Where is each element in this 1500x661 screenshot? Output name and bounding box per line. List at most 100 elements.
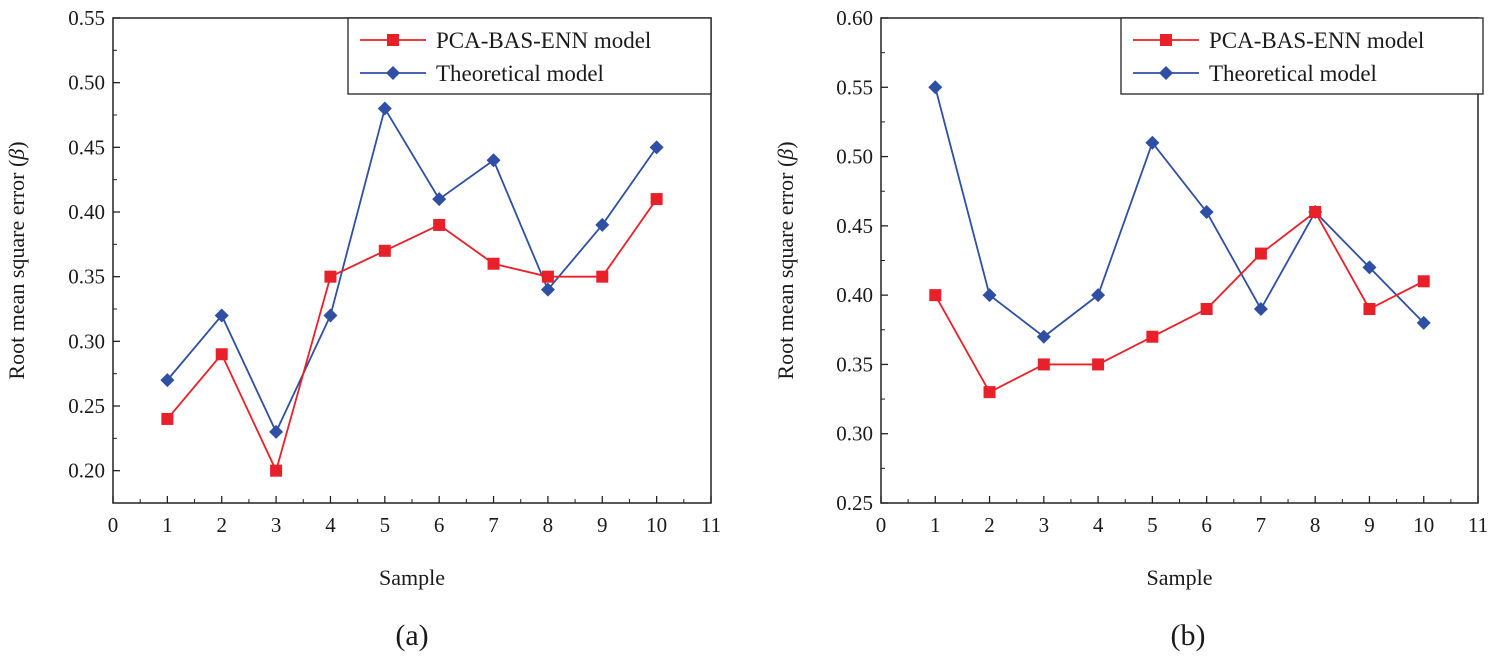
- y-axis-title-prefix: Root mean square error (: [4, 160, 29, 380]
- x-tick-label: 11: [1468, 513, 1488, 537]
- pca-bas-enn-point: [596, 270, 609, 283]
- pca-bas-enn-point: [1417, 275, 1430, 288]
- legend-box: [1120, 17, 1484, 95]
- pca-bas-enn-point: [1363, 303, 1376, 315]
- y-tick-label: 0.40: [68, 200, 105, 224]
- y-tick-label: 0.25: [836, 491, 873, 515]
- theoretical-point: [928, 80, 943, 95]
- y-tick-label: 0.30: [68, 329, 105, 353]
- x-tick-label: 8: [1310, 513, 1321, 537]
- theoretical-point: [486, 153, 501, 168]
- y-tick-label: 0.35: [836, 352, 873, 376]
- theoretical-point: [1253, 302, 1268, 316]
- pca-bas-enn-point: [433, 218, 446, 231]
- y-tick-label: 0.40: [836, 283, 873, 307]
- legend-square-marker: [387, 34, 399, 46]
- pca-bas-enn-point: [650, 193, 663, 206]
- panel-caption: (b): [1171, 619, 1206, 652]
- x-tick-label: 7: [488, 513, 499, 537]
- pca-bas-enn-point: [1092, 358, 1105, 371]
- legend-label: PCA-BAS-ENN model: [436, 28, 651, 53]
- legend-square-marker: [1160, 34, 1172, 46]
- pca-bas-enn-point: [929, 289, 942, 302]
- pca-bas-enn-point: [270, 464, 283, 477]
- y-tick-label: 0.55: [68, 6, 105, 30]
- x-tick-label: 0: [108, 513, 119, 537]
- x-tick-label: 5: [1147, 513, 1158, 537]
- pca-bas-enn-point: [487, 257, 500, 270]
- legend-label: Theoretical model: [436, 61, 604, 86]
- pca-bas-enn-point: [1309, 206, 1322, 218]
- x-tick-label: 1: [930, 513, 941, 537]
- x-axis-title: Sample: [1147, 565, 1213, 590]
- x-tick-label: 2: [984, 513, 995, 537]
- y-axis-title-symbol: β: [773, 149, 798, 161]
- x-tick-label: 5: [380, 513, 391, 537]
- x-tick-label: 8: [543, 513, 554, 537]
- x-tick-label: 6: [1201, 513, 1212, 537]
- x-tick-label: 7: [1256, 513, 1267, 537]
- x-tick-label: 0: [876, 513, 887, 537]
- y-tick-label: 0.50: [68, 71, 105, 95]
- x-tick-label: 4: [1093, 513, 1104, 537]
- theoretical-point: [1416, 315, 1431, 330]
- series-theoretical-line: [166, 106, 658, 434]
- x-tick-label: 9: [597, 513, 608, 537]
- theoretical-point: [1362, 260, 1377, 275]
- y-tick-label: 0.35: [68, 265, 105, 289]
- panel-caption: (a): [395, 619, 428, 652]
- y-axis-title-prefix: Root mean square error (: [773, 160, 798, 380]
- y-axis-title: Root mean square error (β): [773, 141, 798, 379]
- theoretical-point: [269, 424, 284, 439]
- pca-bas-enn-point: [378, 244, 391, 257]
- y-tick-label: 0.60: [836, 6, 873, 30]
- pca-bas-enn-point: [215, 348, 228, 361]
- x-tick-label: 2: [216, 513, 227, 537]
- legend-diamond-marker: [1159, 66, 1173, 80]
- y-tick-label: 0.30: [836, 422, 873, 446]
- legend-box: [347, 17, 712, 95]
- y-axis-title-suffix: ): [4, 141, 29, 148]
- x-tick-label: 3: [271, 513, 282, 537]
- pca-bas-enn-point: [1146, 330, 1159, 343]
- theoretical-point: [540, 282, 555, 297]
- pca-bas-enn-point: [1037, 358, 1050, 371]
- y-tick-label: 0.55: [836, 75, 873, 99]
- theoretical-point: [649, 140, 664, 155]
- x-tick-label: 10: [1413, 513, 1434, 537]
- pca-bas-enn-point: [541, 270, 554, 283]
- legend-diamond-marker: [386, 66, 400, 80]
- y-tick-label: 0.20: [68, 459, 105, 483]
- pca-bas-enn-point: [1254, 247, 1267, 260]
- x-tick-label: 1: [162, 513, 173, 537]
- theoretical-point: [432, 192, 447, 207]
- pca-bas-enn-point: [1200, 303, 1213, 315]
- legend-label: Theoretical model: [1209, 61, 1377, 86]
- theoretical-point: [323, 308, 338, 323]
- y-tick-label: 0.45: [68, 135, 105, 159]
- y-axis-title-symbol: β: [4, 149, 29, 161]
- theoretical-point: [160, 373, 175, 388]
- y-tick-label: 0.45: [836, 214, 873, 238]
- theoretical-point: [1145, 135, 1160, 150]
- pca-bas-enn-point: [161, 412, 174, 425]
- theoretical-point: [982, 288, 997, 303]
- series-pca-bas-enn-line: [166, 198, 658, 474]
- series-pca-bas-enn-line: [934, 210, 1425, 394]
- theoretical-point: [1091, 288, 1106, 303]
- pca-bas-enn-point: [983, 386, 996, 399]
- theoretical-point: [377, 101, 392, 116]
- x-tick-label: 6: [434, 513, 445, 537]
- series-theoretical-line: [934, 87, 1425, 338]
- y-axis-title-suffix: ): [773, 141, 798, 148]
- y-axis-title: Root mean square error (β): [4, 141, 29, 379]
- y-tick-label: 0.50: [836, 145, 873, 169]
- x-axis-title: Sample: [379, 565, 445, 590]
- y-tick-label: 0.25: [68, 394, 105, 418]
- theoretical-point: [595, 217, 610, 232]
- theoretical-point: [214, 308, 229, 323]
- x-tick-label: 3: [1039, 513, 1050, 537]
- chart-a: 0 1 2 3 4 5 6 7 8 9 10 11 0.20 0.25 0.30 0.35 0.40 0.45 0.…: [4, 6, 721, 652]
- theoretical-point: [1199, 205, 1214, 219]
